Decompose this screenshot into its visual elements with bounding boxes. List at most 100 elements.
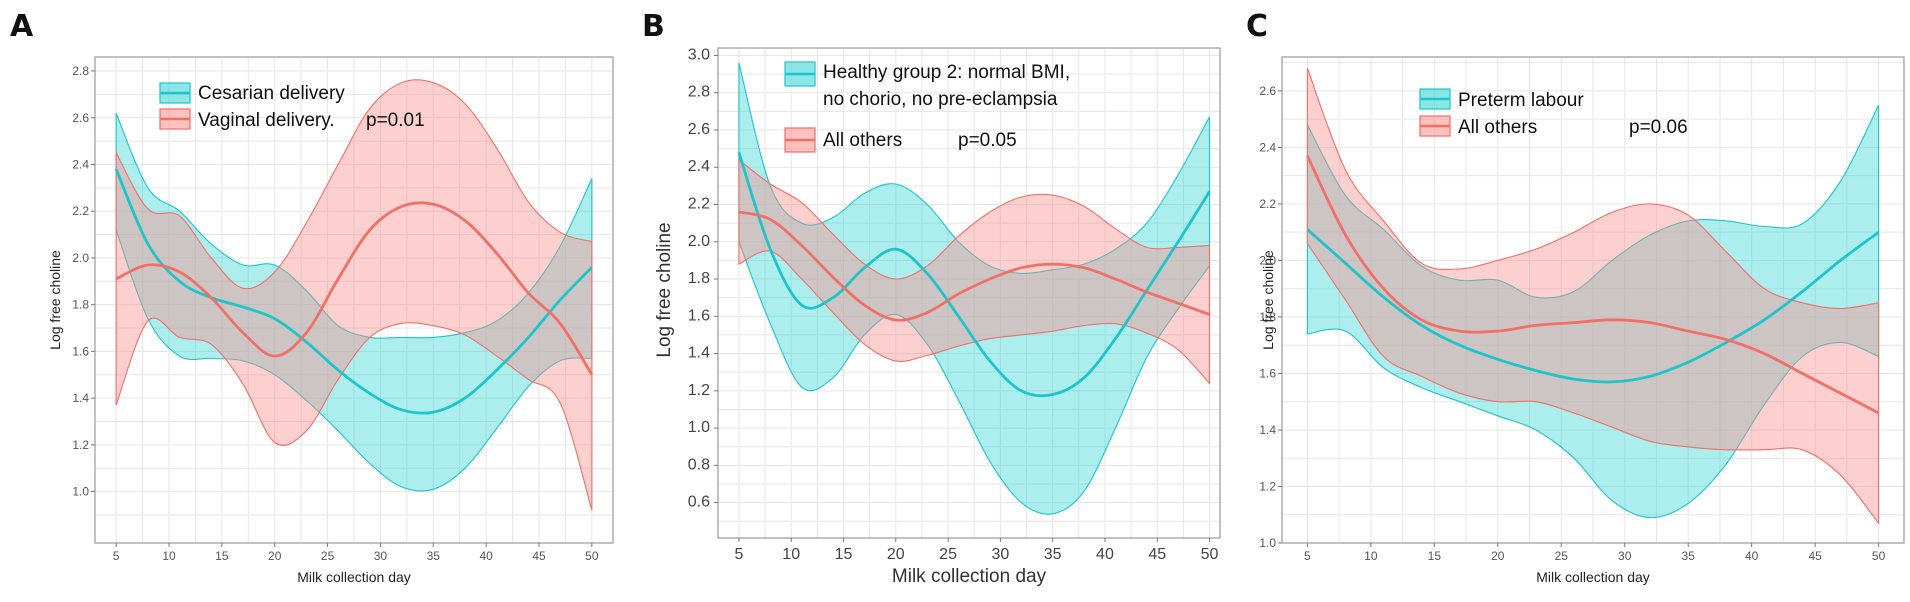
panel-a-y-tick-label: 2.0 <box>72 251 89 265</box>
panel-b-plot-frame <box>717 47 1221 539</box>
panel-c-plot-frame <box>1281 56 1905 544</box>
panel-b-y-axis-title: Log free choline <box>654 222 675 357</box>
panel-c-x-tick-label: 35 <box>1682 549 1696 563</box>
panel-c-y-tick-label: 1.6 <box>1259 366 1276 380</box>
panel-a-x-tick-label: 50 <box>585 549 599 563</box>
panel-a-p-value: p=0.01 <box>366 110 425 131</box>
panel-b-x-tick-label: 25 <box>939 546 957 563</box>
panel-c-y-axis-title: Log free choline <box>1260 250 1276 350</box>
panel-a-x-tick-label: 10 <box>162 549 176 563</box>
panel-a-x-tick-label: 35 <box>427 549 441 563</box>
panel-c-x-tick-label: 10 <box>1364 549 1378 563</box>
panel-b-mean-line-1 <box>738 210 1210 322</box>
panel-b-x-axis-title: Milk collection day <box>892 566 1047 587</box>
panel-a-letter: A <box>10 9 34 44</box>
panel-b-x-tick-label: 45 <box>1148 546 1166 563</box>
panel-a-x-tick-label: 5 <box>113 549 120 563</box>
panel-a-mean-line-1 <box>115 201 594 376</box>
panel-b-y-tick-label: 1.8 <box>688 270 710 287</box>
panel-c-band-1 <box>1306 68 1880 525</box>
panel-c-letter: C <box>1246 9 1268 44</box>
panel-c-legend: Preterm labour All others p=0.06 <box>1419 88 1688 138</box>
panel-c-y-tick-label: 1.2 <box>1259 479 1276 493</box>
panel-b-legend: Healthy group 2: normal BMI, no chorio, … <box>784 61 1070 153</box>
panel-b-mean-line-0 <box>737 151 1211 398</box>
panel-a-x-tick-label: 30 <box>374 549 388 563</box>
panel-c-y-tick-label: 2.0 <box>1259 253 1276 267</box>
panel-c-x-tick-label: 50 <box>1872 549 1886 563</box>
panel-a-band-1 <box>115 79 593 511</box>
panel-c-x-tick-label: 20 <box>1491 549 1505 563</box>
panel-a-y-tick-label: 2.4 <box>72 157 89 171</box>
panel-c-y-tick-label: 1.0 <box>1259 536 1276 550</box>
panel-a-x-tick-label: 40 <box>479 549 493 563</box>
panel-b-y-tick-label: 1.2 <box>688 382 710 399</box>
panel-b-x-tick-label: 20 <box>887 546 905 563</box>
panel-c-x-tick-label: 5 <box>1304 549 1311 563</box>
panel-a-x-tick-label: 20 <box>268 549 282 563</box>
panel-c-y-tick-label: 2.4 <box>1259 140 1276 154</box>
panel-b-x-tick-label: 35 <box>1044 546 1062 563</box>
legend-label-preterm: Preterm labour <box>1458 90 1584 111</box>
panel-a-x-tick-label: 15 <box>215 549 229 563</box>
legend-label-all-others-c: All others <box>1458 117 1537 138</box>
panel-b: B 5 10 15 20 25 30 35 40 45 50 0.6 0.8 1.0 1.2 1.4 1.6 1… <box>642 9 1221 587</box>
panel-c-p-value: p=0.06 <box>1629 117 1688 138</box>
panel-b-x-tick-label: 30 <box>991 546 1009 563</box>
panel-b-p-value: p=0.05 <box>958 130 1017 151</box>
panel-a-y-tick-label: 2.8 <box>72 64 89 78</box>
legend-label-healthy-line1: Healthy group 2: normal BMI, <box>823 62 1070 83</box>
panel-b-y-tick-label: 2.8 <box>688 84 710 101</box>
panel-b-y-tick-label: 1.6 <box>688 307 710 324</box>
panel-b-band-1 <box>738 158 1211 385</box>
panel-a-x-tick-label: 25 <box>321 549 335 563</box>
panel-c-y-tick-label: 2.2 <box>1259 197 1276 211</box>
panel-c-mean-line-1 <box>1306 155 1880 415</box>
panel-c-x-tick-label: 15 <box>1428 549 1442 563</box>
panel-b-x-tick-label: 5 <box>734 546 743 563</box>
panel-a-x-tick-label: 45 <box>532 549 546 563</box>
panel-b-letter: B <box>642 9 665 44</box>
legend-label-all-others-b: All others <box>823 130 902 151</box>
panel-a-y-tick-label: 1.0 <box>72 485 89 499</box>
panel-b-x-tick-label: 50 <box>1201 546 1219 563</box>
panel-c-x-tick-label: 30 <box>1618 549 1632 563</box>
panel-b-y-tick-label: 2.2 <box>688 196 710 213</box>
panel-c-band-0 <box>1306 104 1880 519</box>
panel-b-x-tick-label: 40 <box>1096 546 1114 563</box>
panel-b-y-tick-label: 0.6 <box>688 494 710 511</box>
legend-label-vaginal: Vaginal delivery. <box>198 110 335 131</box>
panel-a-y-tick-label: 1.8 <box>72 298 89 312</box>
panel-c-y-tick-label: 1.8 <box>1259 310 1276 324</box>
legend-label-cesarian: Cesarian delivery <box>198 83 345 104</box>
panel-b-y-tick-label: 2.6 <box>688 121 710 138</box>
panel-a-x-axis-title: Milk collection day <box>297 569 411 585</box>
panel-c-x-tick-label: 45 <box>1808 549 1822 563</box>
panel-c-y-tick-label: 2.6 <box>1259 84 1276 98</box>
panel-a-y-tick-label: 1.6 <box>72 344 89 358</box>
panel-b-y-tick-label: 1.0 <box>688 419 710 436</box>
legend-label-healthy-line2: no chorio, no pre-eclampsia <box>823 89 1058 110</box>
panel-b-y-tick-label: 0.8 <box>688 456 710 473</box>
panel-b-x-tick-label: 10 <box>782 546 800 563</box>
panel-a-mean-line-0 <box>114 168 593 415</box>
panel-b-y-tick-label: 2.0 <box>688 233 710 250</box>
panel-b-y-tick-label: 1.4 <box>688 345 710 362</box>
panel-a-legend: Cesarian delivery Vaginal delivery. p=0.… <box>159 82 425 131</box>
panel-a-plot-frame <box>94 56 614 544</box>
panel-a-y-tick-label: 1.4 <box>72 391 89 405</box>
panel-c-x-tick-label: 25 <box>1555 549 1569 563</box>
panel-b-x-tick-label: 15 <box>835 546 853 563</box>
panel-a-y-axis-title: Log free choline <box>47 250 63 350</box>
panel-c-mean-line-0 <box>1306 228 1880 384</box>
panel-a-y-tick-label: 2.6 <box>72 111 89 125</box>
panel-a-y-tick-label: 2.2 <box>72 204 89 218</box>
panel-c-x-tick-label: 40 <box>1745 549 1759 563</box>
panel-b-y-tick-label: 2.4 <box>688 158 710 175</box>
panel-a-y-tick-label: 1.2 <box>72 438 89 452</box>
panel-a: A 5 10 15 20 25 30 35 40 45 50 1.0 1.2 1.4 1.6 1.8 2.0 2… <box>10 9 614 585</box>
panel-b-y-tick-label: 3.0 <box>688 46 710 63</box>
panel-c: C 5 10 15 20 25 30 35 40 45 50 1.0 1.2 1.4 1.6 1.8 2.0 2… <box>1246 9 1905 585</box>
panel-c-x-axis-title: Milk collection day <box>1536 569 1650 585</box>
